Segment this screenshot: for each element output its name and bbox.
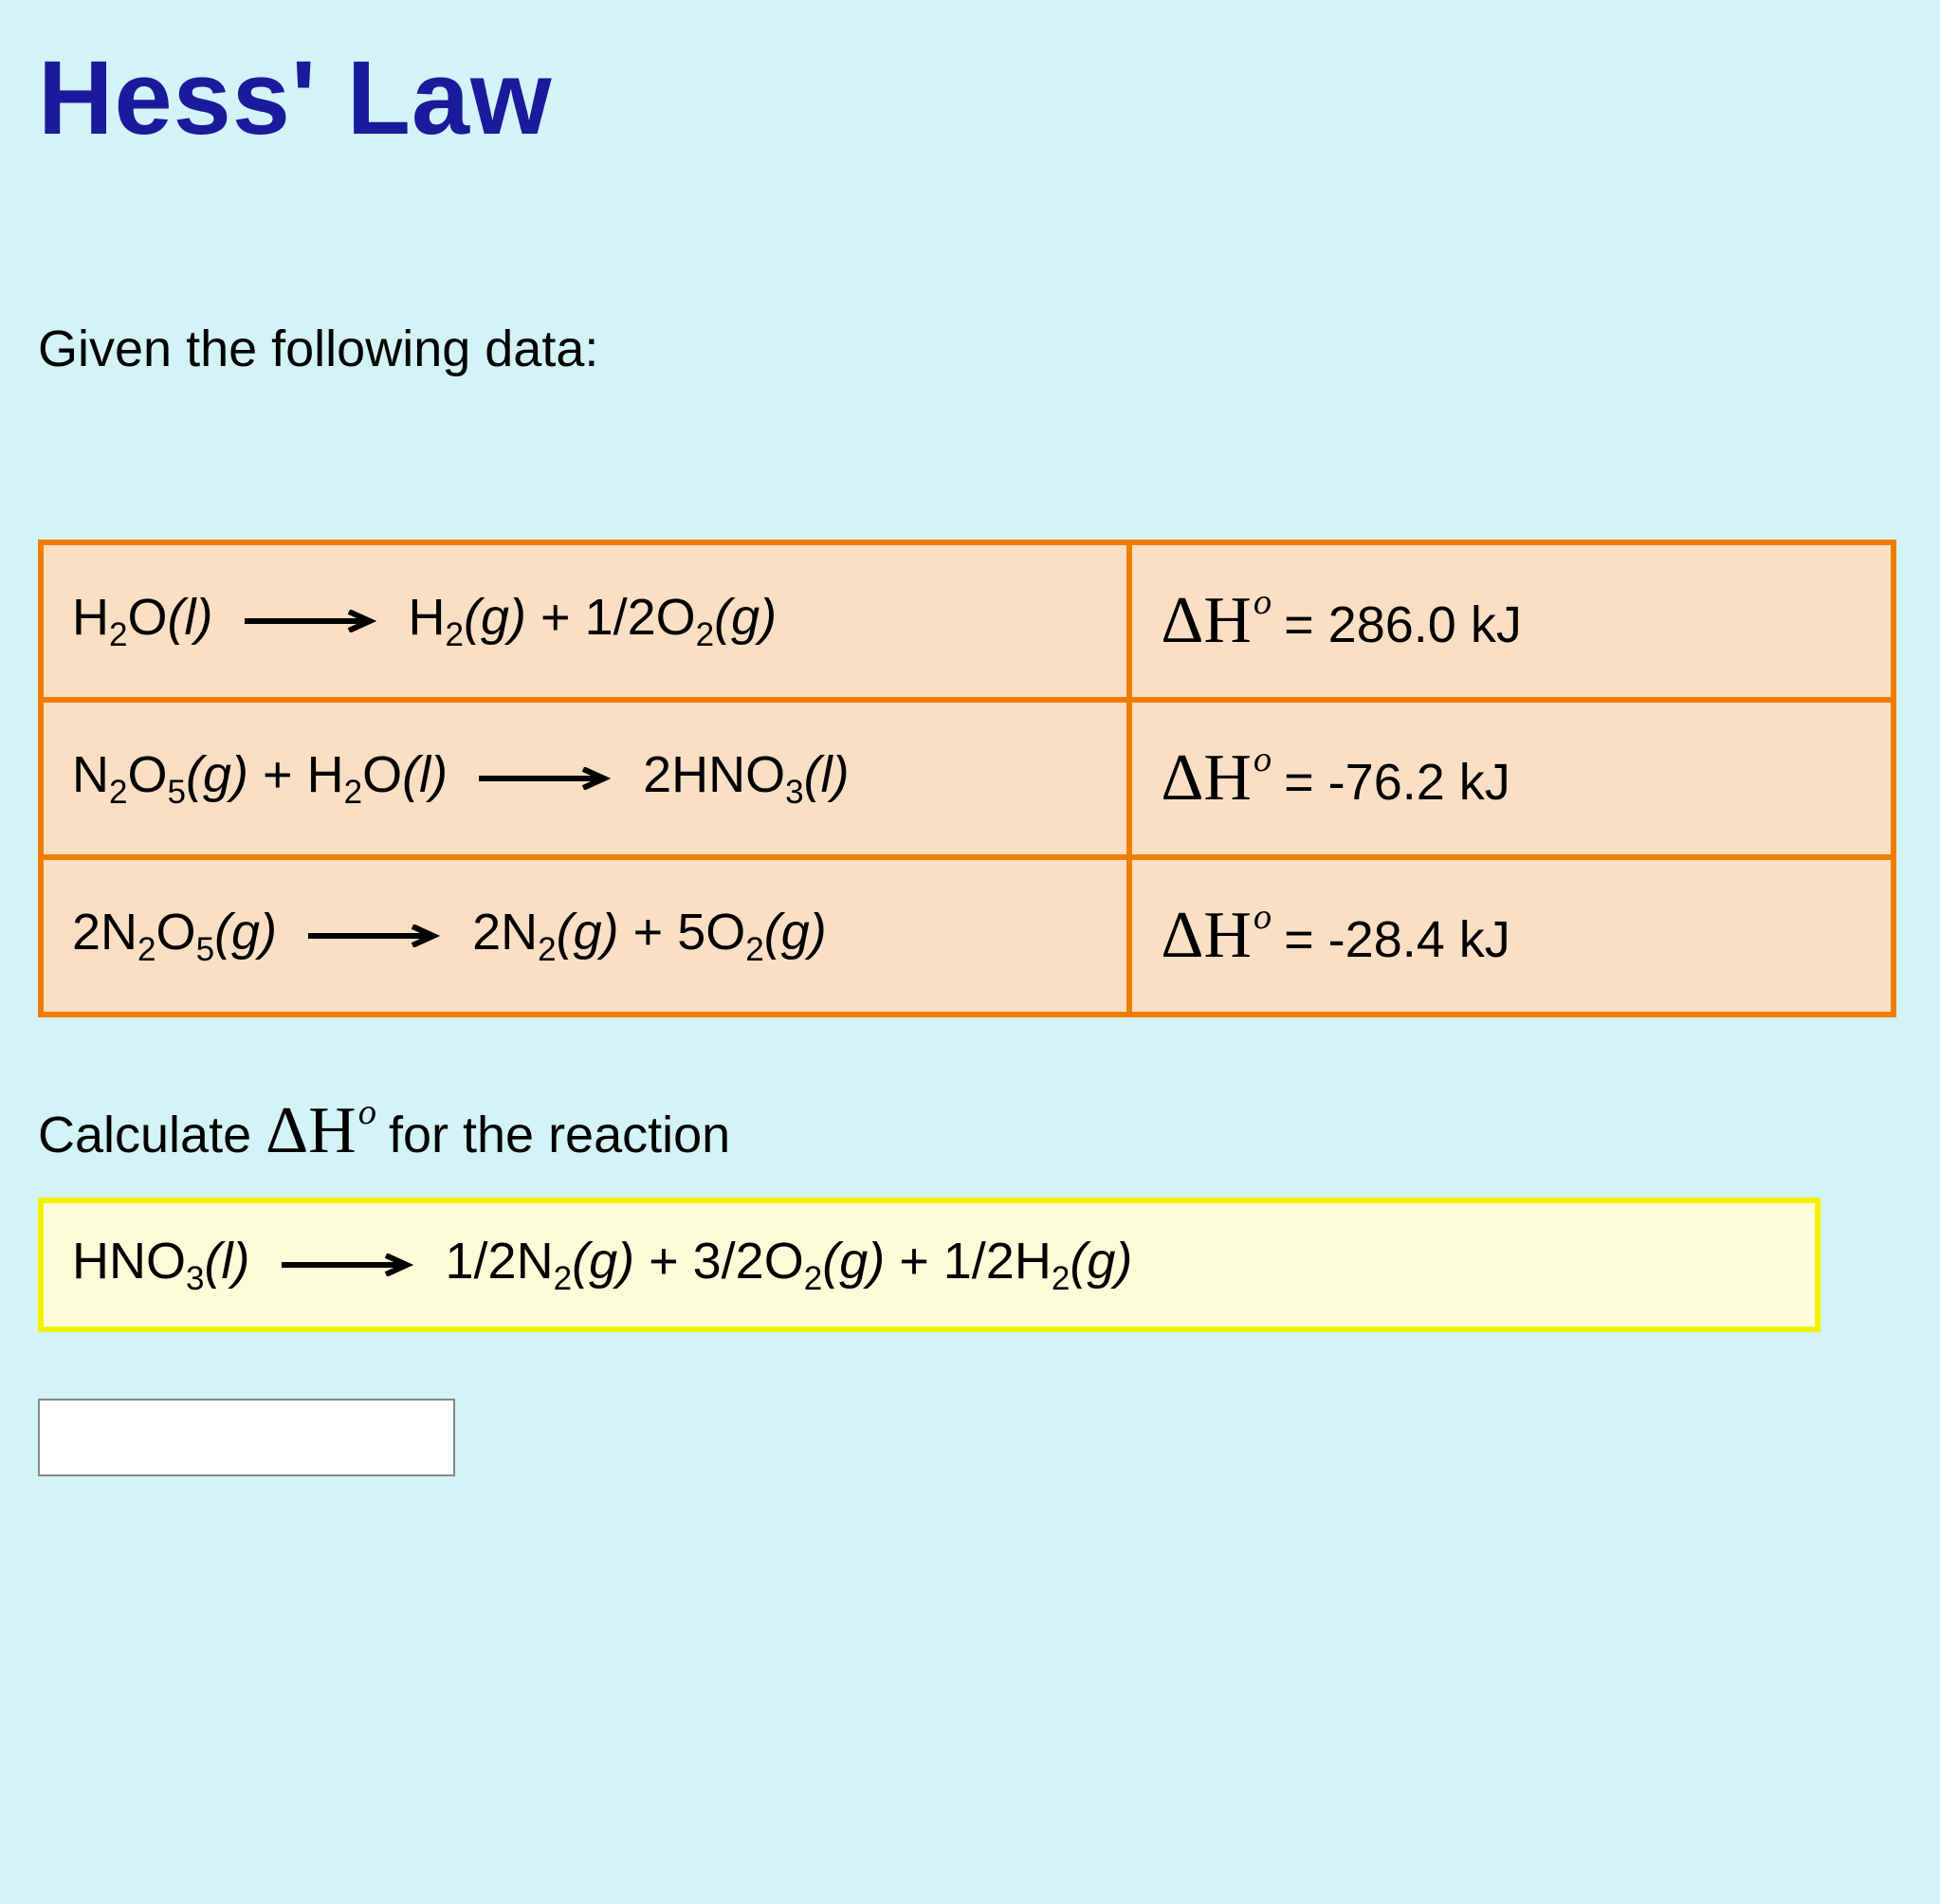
enthalpy-cell: ΔHo = -28.4 kJ bbox=[1129, 857, 1894, 1015]
reaction-arrow-icon bbox=[282, 1254, 414, 1276]
reaction-arrow-icon bbox=[245, 610, 377, 632]
reactions-table: H2O(l) H2(g) + 1/2O2(g)ΔHo = 286.0 kJN2O… bbox=[38, 540, 1896, 1017]
calculate-suffix: for the reaction bbox=[375, 1107, 730, 1163]
table-row: 2N2O5(g) 2N2(g) + 5O2(g)ΔHo = -28.4 kJ bbox=[41, 857, 1894, 1015]
enthalpy-cell: ΔHo = -76.2 kJ bbox=[1129, 700, 1894, 857]
table-row: N2O5(g) + H2O(l) 2HNO3(l)ΔHo = -76.2 kJ bbox=[41, 700, 1894, 857]
answer-input[interactable] bbox=[38, 1399, 455, 1476]
reaction-cell: H2O(l) H2(g) + 1/2O2(g) bbox=[41, 542, 1129, 700]
target-reaction-box: HNO3(l) 1/2N2(g) + 3/2O2(g) + 1/2H2(g) bbox=[38, 1198, 1821, 1332]
table-row: H2O(l) H2(g) + 1/2O2(g)ΔHo = 286.0 kJ bbox=[41, 542, 1894, 700]
calculate-prefix: Calculate bbox=[38, 1107, 265, 1163]
enthalpy-cell: ΔHo = 286.0 kJ bbox=[1129, 542, 1894, 700]
delta-h-symbol: ΔHo bbox=[265, 1094, 375, 1167]
intro-text: Given the following data: bbox=[38, 320, 1902, 378]
reaction-cell: 2N2O5(g) 2N2(g) + 5O2(g) bbox=[41, 857, 1129, 1015]
reaction-arrow-icon bbox=[479, 767, 612, 790]
reaction-arrow-icon bbox=[308, 925, 441, 947]
reaction-cell: N2O5(g) + H2O(l) 2HNO3(l) bbox=[41, 700, 1129, 857]
calculate-line: Calculate ΔHo for the reaction bbox=[38, 1093, 1902, 1169]
page-title: Hess' Law bbox=[38, 38, 1902, 158]
